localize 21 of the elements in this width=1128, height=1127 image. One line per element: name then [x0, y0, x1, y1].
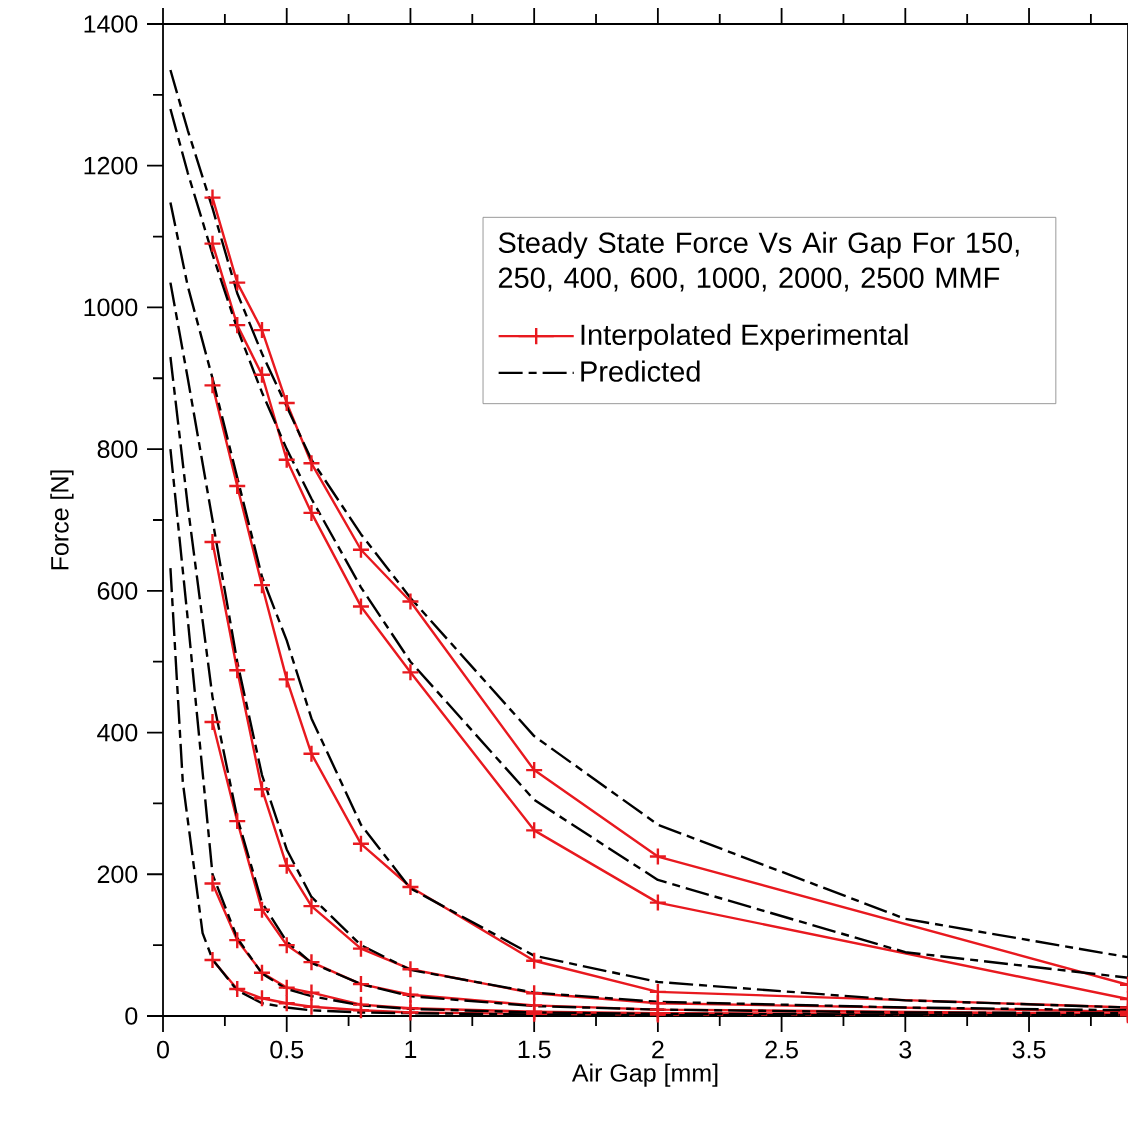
legend-label: Interpolated Experimental	[581, 323, 908, 351]
x-tick-label: 2.5	[765, 1040, 798, 1059]
x-tick-label: 0	[157, 1040, 169, 1059]
x-tick-label: 3.5	[1012, 1040, 1046, 1059]
y-tick-label: 600	[97, 582, 138, 600]
y-tick-label: 200	[97, 865, 138, 884]
x-tick-label: 1	[405, 1040, 417, 1058]
x-tick-label: 0.5	[270, 1040, 304, 1059]
legend-title: Steady State Force Vs Air Gap For 150, 250, 400, 600, 1000, 2000, 2500 MMF	[498, 231, 1019, 292]
y-tick-label: 1200	[84, 156, 138, 175]
x-axis-title: Air Gap [mm]	[571, 1063, 718, 1087]
y-tick-label: 1400	[84, 15, 138, 33]
x-tick-label: 3	[899, 1040, 912, 1059]
y-axis-title: Force [N]	[50, 470, 74, 570]
x-tick-label: 2	[652, 1040, 664, 1059]
y-tick-label: 800	[97, 440, 138, 458]
x-tick-label: 1.5	[518, 1040, 551, 1059]
y-tick-label: 0	[125, 1007, 138, 1025]
legend-label: Predicted	[581, 360, 700, 382]
y-tick-label: 400	[97, 723, 138, 742]
y-tick-label: 1000	[84, 298, 138, 317]
